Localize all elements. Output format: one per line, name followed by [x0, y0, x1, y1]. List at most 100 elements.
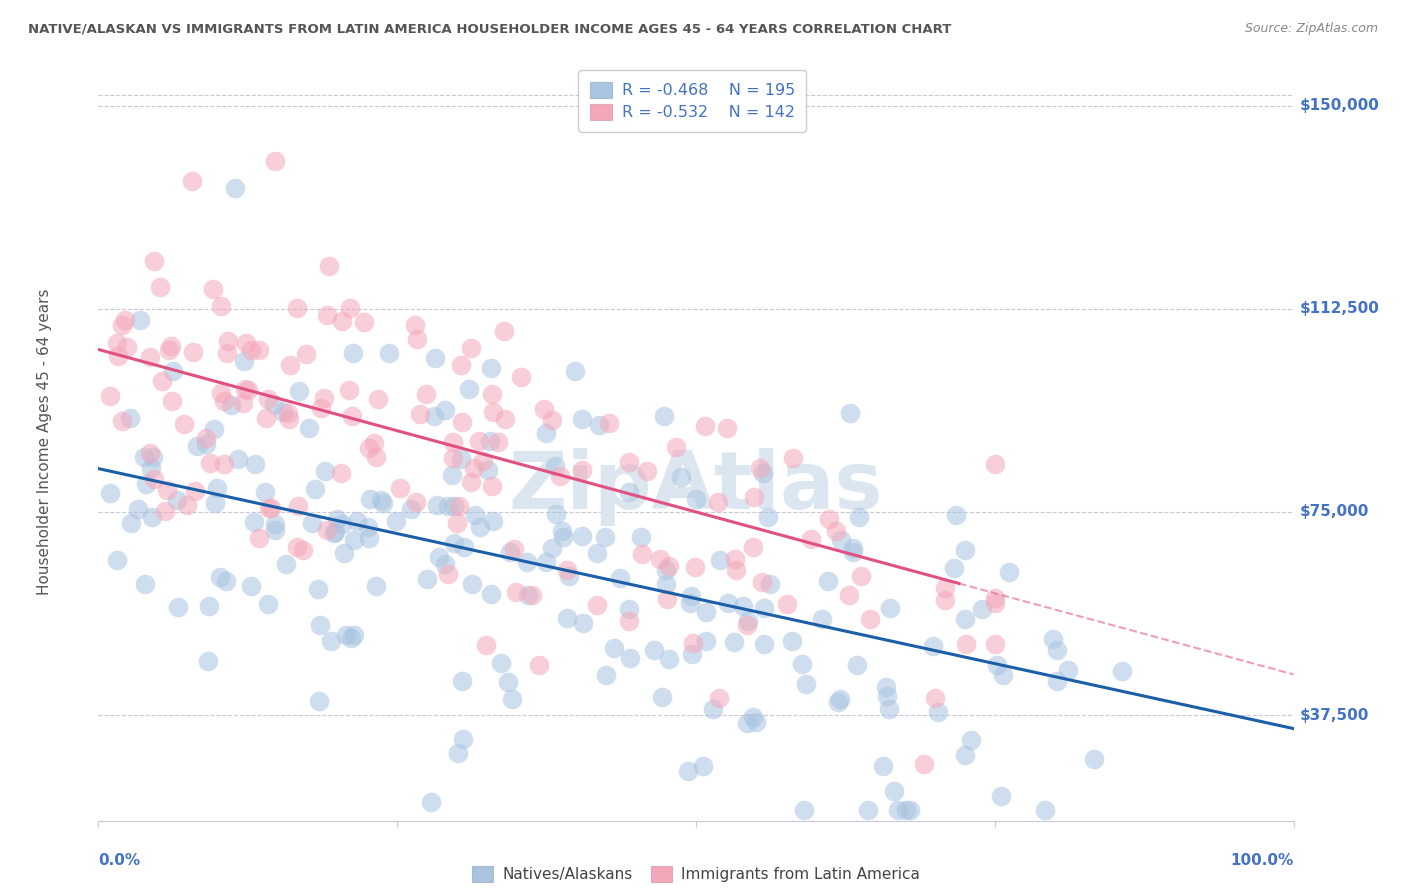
- Point: [371, 496, 394, 510]
- Point: [558, 569, 581, 583]
- Point: [572, 616, 595, 631]
- Point: [329, 466, 352, 480]
- Text: Householder Income Ages 45 - 64 years: Householder Income Ages 45 - 64 years: [37, 288, 52, 595]
- Point: [489, 656, 512, 670]
- Point: [799, 533, 821, 547]
- Point: [617, 485, 640, 500]
- Point: [541, 541, 564, 555]
- Point: [898, 803, 921, 817]
- Point: [735, 715, 758, 730]
- Point: [318, 259, 340, 273]
- Point: [970, 602, 993, 616]
- Point: [955, 637, 977, 651]
- Point: [437, 499, 460, 513]
- Point: [127, 502, 149, 516]
- Point: [142, 254, 165, 268]
- Point: [441, 467, 464, 482]
- Point: [423, 351, 446, 366]
- Point: [285, 301, 308, 315]
- Point: [695, 633, 717, 648]
- Point: [503, 542, 526, 557]
- Point: [321, 634, 343, 648]
- Point: [219, 398, 242, 412]
- Point: [657, 591, 679, 606]
- Point: [742, 540, 765, 554]
- Point: [984, 596, 1007, 610]
- Point: [209, 385, 232, 400]
- Point: [912, 757, 935, 772]
- Point: [669, 470, 692, 484]
- Point: [749, 461, 772, 475]
- Point: [990, 789, 1012, 803]
- Point: [571, 529, 593, 543]
- Point: [363, 436, 385, 450]
- Point: [441, 451, 464, 466]
- Point: [450, 451, 472, 466]
- Point: [330, 313, 353, 327]
- Point: [307, 582, 329, 596]
- Point: [214, 574, 236, 588]
- Point: [238, 383, 260, 397]
- Point: [709, 553, 731, 567]
- Point: [308, 694, 330, 708]
- Point: [416, 572, 439, 586]
- Point: [758, 510, 780, 524]
- Point: [617, 614, 640, 628]
- Point: [617, 454, 640, 468]
- Point: [443, 499, 465, 513]
- Point: [1046, 673, 1069, 688]
- Point: [655, 577, 678, 591]
- Point: [716, 421, 738, 435]
- Point: [107, 335, 129, 350]
- Point: [308, 618, 330, 632]
- Point: [202, 422, 225, 436]
- Point: [927, 705, 949, 719]
- Point: [725, 563, 748, 577]
- Point: [239, 343, 262, 357]
- Point: [702, 702, 724, 716]
- Point: [447, 500, 470, 514]
- Point: [522, 588, 544, 602]
- Point: [586, 546, 609, 560]
- Point: [233, 354, 256, 368]
- Point: [707, 495, 730, 509]
- Point: [467, 434, 489, 449]
- Point: [551, 524, 574, 538]
- Point: [247, 531, 270, 545]
- Point: [326, 512, 349, 526]
- Point: [285, 540, 308, 554]
- Point: [876, 690, 898, 704]
- Point: [817, 574, 839, 588]
- Point: [245, 457, 267, 471]
- Point: [433, 557, 456, 571]
- Point: [534, 556, 557, 570]
- Point: [132, 450, 155, 465]
- Point: [446, 746, 468, 760]
- Point: [758, 577, 780, 591]
- Point: [388, 481, 411, 495]
- Point: [143, 472, 166, 486]
- Point: [247, 343, 270, 357]
- Text: $37,500: $37,500: [1299, 707, 1369, 723]
- Point: [655, 563, 678, 577]
- Point: [181, 174, 204, 188]
- Point: [665, 440, 688, 454]
- Point: [453, 731, 475, 746]
- Point: [443, 536, 465, 550]
- Point: [441, 434, 464, 449]
- Point: [107, 349, 129, 363]
- Point: [342, 346, 364, 360]
- Point: [679, 596, 702, 610]
- Point: [415, 387, 437, 401]
- Point: [367, 392, 389, 407]
- Point: [742, 709, 765, 723]
- Point: [924, 691, 946, 706]
- Point: [464, 508, 486, 522]
- Point: [875, 680, 897, 694]
- Point: [257, 392, 280, 406]
- Point: [257, 597, 280, 611]
- Point: [1033, 803, 1056, 817]
- Point: [253, 485, 276, 500]
- Point: [960, 732, 983, 747]
- Point: [450, 358, 472, 372]
